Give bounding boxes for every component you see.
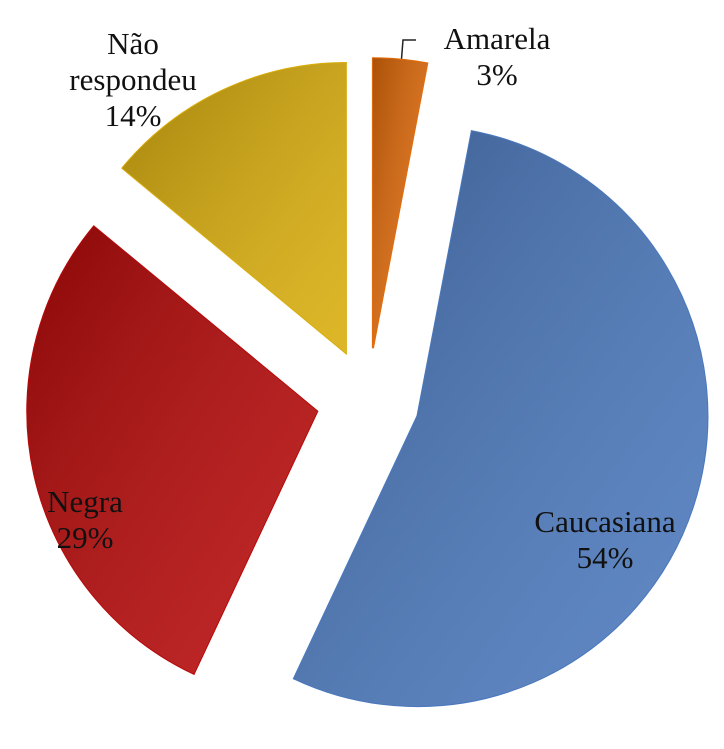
slice-label: Amarela 3% [402, 21, 592, 93]
slice-shade [27, 226, 318, 674]
category-label: Não respondeu [69, 26, 197, 97]
value-label: 3% [476, 57, 518, 92]
category-label: Negra [47, 484, 123, 519]
value-label: 29% [56, 520, 114, 555]
slice-shade [122, 62, 346, 353]
slice-shade [372, 58, 428, 349]
slice-label: Caucasiana 54% [510, 504, 700, 576]
category-label: Caucasiana [534, 504, 676, 539]
value-label: 14% [104, 98, 162, 133]
slice-label: Não respondeu 14% [38, 26, 228, 134]
category-label: Amarela [443, 21, 551, 56]
slice-label: Negra 29% [0, 484, 180, 556]
slice-shade [293, 131, 708, 707]
value-label: 54% [576, 540, 634, 575]
